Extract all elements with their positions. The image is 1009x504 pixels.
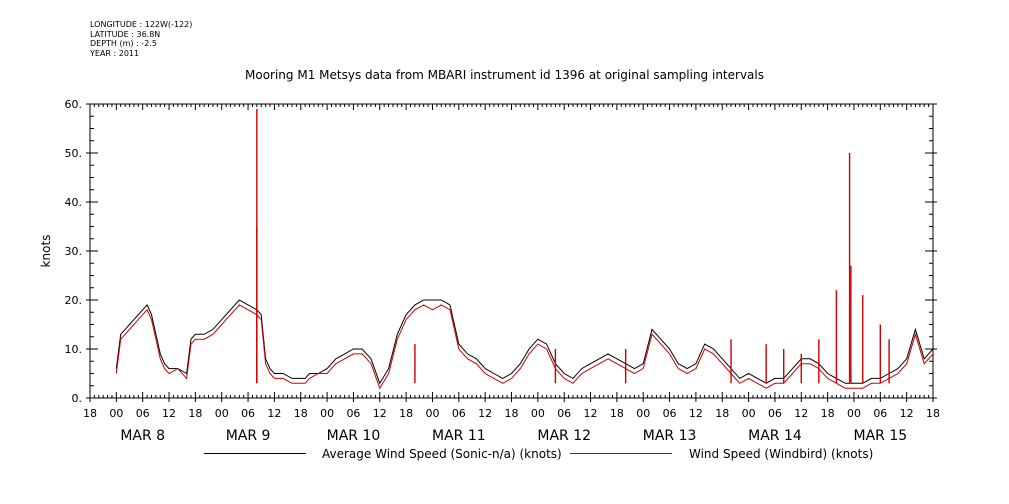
x-tick-label: 18 bbox=[399, 407, 413, 420]
date-label: MAR 8 bbox=[120, 428, 165, 444]
x-tick-label: 12 bbox=[373, 407, 387, 420]
y-tick-label: 40. bbox=[65, 196, 83, 209]
x-tick-label: 00 bbox=[636, 407, 650, 420]
x-tick-label: 12 bbox=[267, 407, 281, 420]
legend-label-windbird: Wind Speed (Windbird) (knots) bbox=[689, 447, 874, 461]
station-metadata: LONGITUDE : 122W(-122) LATITUDE : 36.8N … bbox=[90, 20, 192, 58]
x-tick-label: 18 bbox=[926, 407, 940, 420]
legend-swatch-windbird bbox=[570, 453, 672, 454]
x-tick-label: 12 bbox=[689, 407, 703, 420]
x-tick-label: 18 bbox=[610, 407, 624, 420]
year-label: YEAR : 2011 bbox=[90, 48, 140, 58]
x-tick-label: 06 bbox=[136, 407, 150, 420]
y-tick-label: 20. bbox=[65, 294, 83, 307]
chart-title: Mooring M1 Metsys data from MBARI instru… bbox=[245, 68, 764, 82]
date-label: MAR 11 bbox=[432, 428, 486, 444]
x-tick-label: 06 bbox=[452, 407, 466, 420]
legend-label-average-wind: Average Wind Speed (Sonic-n/a) (knots) bbox=[322, 447, 562, 461]
x-tick-label: 00 bbox=[847, 407, 861, 420]
series-line-windbird bbox=[115, 304, 934, 390]
y-tick-label: 60. bbox=[65, 98, 83, 111]
date-label: MAR 10 bbox=[327, 428, 381, 444]
x-tick-label: 06 bbox=[873, 407, 887, 420]
legend-swatch-average-wind bbox=[204, 453, 306, 454]
x-tick-label: 12 bbox=[478, 407, 492, 420]
date-label: MAR 15 bbox=[853, 428, 907, 444]
y-tick-label: 50. bbox=[65, 147, 83, 160]
x-tick-label: 06 bbox=[768, 407, 782, 420]
x-tick-label: 06 bbox=[241, 407, 255, 420]
date-label: MAR 12 bbox=[537, 428, 591, 444]
x-tick-label: 12 bbox=[162, 407, 176, 420]
x-tick-label: 12 bbox=[584, 407, 598, 420]
x-tick-label: 00 bbox=[320, 407, 334, 420]
x-tick-label: 12 bbox=[794, 407, 808, 420]
x-tick-label: 00 bbox=[742, 407, 756, 420]
x-tick-label: 18 bbox=[188, 407, 202, 420]
date-label: MAR 9 bbox=[226, 428, 271, 444]
x-tick-label: 06 bbox=[663, 407, 677, 420]
x-tick-label: 06 bbox=[557, 407, 571, 420]
x-tick-label: 18 bbox=[83, 407, 97, 420]
x-tick-label: 00 bbox=[109, 407, 123, 420]
x-tick-label: 06 bbox=[346, 407, 360, 420]
longitude-label: LONGITUDE : 122W(-122) bbox=[90, 20, 193, 29]
y-tick-label: 30. bbox=[65, 245, 83, 258]
plot-frame bbox=[89, 103, 934, 399]
y-tick-label: 0. bbox=[72, 392, 83, 405]
depth-label: DEPTH (m) : -2.5 bbox=[90, 39, 157, 48]
x-tick-label: 00 bbox=[425, 407, 439, 420]
y-axis-label: knots bbox=[39, 235, 53, 268]
x-tick-label: 12 bbox=[900, 407, 914, 420]
date-label: MAR 14 bbox=[748, 428, 802, 444]
x-tick-label: 18 bbox=[505, 407, 519, 420]
series-line-average-wind bbox=[115, 299, 934, 385]
x-tick-label: 18 bbox=[715, 407, 729, 420]
x-tick-label: 18 bbox=[821, 407, 835, 420]
date-label: MAR 13 bbox=[643, 428, 697, 444]
x-tick-label: 00 bbox=[531, 407, 545, 420]
x-tick-label: 00 bbox=[215, 407, 229, 420]
latitude-label: LATITUDE : 36.8N bbox=[90, 29, 161, 39]
x-tick-label: 18 bbox=[294, 407, 308, 420]
y-tick-label: 10. bbox=[65, 343, 83, 356]
